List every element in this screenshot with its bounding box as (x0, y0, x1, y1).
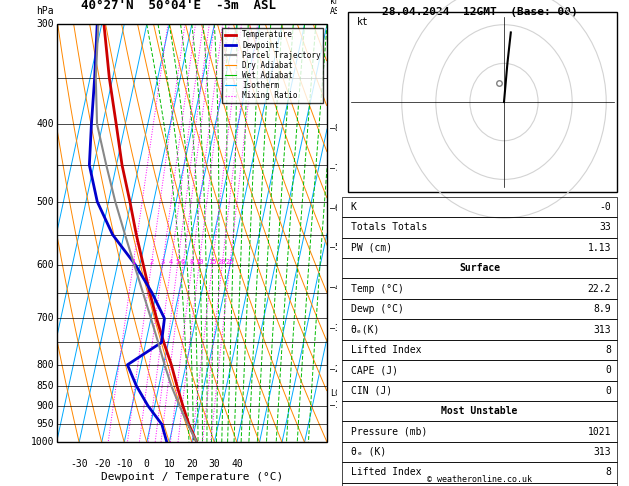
Text: 800: 800 (36, 360, 54, 370)
Text: -0: -0 (599, 202, 611, 212)
Bar (342, 421, 617, 442)
Text: 3: 3 (160, 259, 165, 265)
Text: 8: 8 (190, 259, 194, 265)
Text: Lifted Index: Lifted Index (351, 468, 421, 477)
Text: 22.2: 22.2 (587, 284, 611, 294)
Text: 1021: 1021 (587, 427, 611, 436)
Text: 300: 300 (36, 19, 54, 29)
Text: Most Unstable: Most Unstable (442, 406, 518, 416)
Text: 313: 313 (594, 447, 611, 457)
Bar (342, 217, 617, 238)
Text: 6: 6 (181, 259, 185, 265)
Text: 0: 0 (144, 459, 150, 469)
Text: 28.04.2024  12GMT  (Base: 00): 28.04.2024 12GMT (Base: 00) (382, 7, 577, 17)
Text: –4: –4 (330, 283, 340, 292)
Text: –1: –1 (330, 401, 340, 410)
Text: –3: –3 (330, 324, 340, 333)
Text: 20: 20 (218, 259, 226, 265)
Bar (342, 442, 617, 462)
Text: 700: 700 (36, 313, 54, 324)
Bar (342, 462, 617, 483)
Text: CIN (J): CIN (J) (351, 386, 392, 396)
Bar (342, 360, 617, 381)
Text: 313: 313 (594, 325, 611, 334)
Text: 400: 400 (36, 119, 54, 129)
Text: K: K (351, 202, 357, 212)
Text: Lifted Index: Lifted Index (351, 345, 421, 355)
Bar (342, 381, 617, 401)
Text: –5: –5 (330, 243, 340, 252)
Text: -10: -10 (115, 459, 133, 469)
Text: 10: 10 (164, 459, 175, 469)
Text: 1.13: 1.13 (587, 243, 611, 253)
Bar (342, 299, 617, 319)
Text: © weatheronline.co.uk: © weatheronline.co.uk (427, 474, 532, 484)
Text: 20: 20 (186, 459, 198, 469)
Text: θₑ (K): θₑ (K) (351, 447, 386, 457)
Text: 25: 25 (226, 259, 234, 265)
Text: 900: 900 (36, 400, 54, 411)
Text: kt: kt (357, 17, 369, 27)
Text: –6: –6 (330, 204, 340, 213)
Text: 4: 4 (169, 259, 173, 265)
Text: CAPE (J): CAPE (J) (351, 365, 398, 375)
Text: Surface: Surface (459, 263, 500, 273)
Text: Dewpoint / Temperature (°C): Dewpoint / Temperature (°C) (101, 471, 283, 482)
Text: 30: 30 (208, 459, 220, 469)
Bar (342, 197, 617, 217)
Text: 2: 2 (149, 259, 153, 265)
Text: LCL: LCL (330, 389, 345, 399)
Text: 950: 950 (36, 419, 54, 430)
Text: -20: -20 (93, 459, 111, 469)
Text: 850: 850 (36, 381, 54, 391)
Text: θₑ(K): θₑ(K) (351, 325, 380, 334)
Text: 5: 5 (175, 259, 180, 265)
Bar (342, 319, 617, 340)
Text: 40: 40 (231, 459, 243, 469)
Text: hPa: hPa (36, 6, 54, 16)
Text: PW (cm): PW (cm) (351, 243, 392, 253)
Text: km
ASL: km ASL (330, 0, 345, 16)
Text: 8: 8 (605, 345, 611, 355)
Text: –7: –7 (330, 164, 340, 174)
Bar (342, 401, 617, 421)
Text: Temp (°C): Temp (°C) (351, 284, 404, 294)
Bar (342, 483, 617, 486)
Bar (348, 12, 617, 192)
Text: –8: –8 (330, 124, 340, 133)
Text: Dewp (°C): Dewp (°C) (351, 304, 404, 314)
Text: 10: 10 (195, 259, 203, 265)
Bar (342, 278, 617, 299)
Text: 0: 0 (605, 365, 611, 375)
Text: 8: 8 (605, 468, 611, 477)
Bar (342, 238, 617, 258)
Text: 33: 33 (599, 223, 611, 232)
Text: 1000: 1000 (30, 437, 54, 447)
Text: 0: 0 (605, 386, 611, 396)
Text: Pressure (mb): Pressure (mb) (351, 427, 427, 436)
Text: 500: 500 (36, 197, 54, 207)
Bar (342, 258, 617, 278)
Text: -30: -30 (70, 459, 88, 469)
Text: 40°27'N  50°04'E  -3m  ASL: 40°27'N 50°04'E -3m ASL (81, 0, 276, 12)
Legend: Temperature, Dewpoint, Parcel Trajectory, Dry Adiabat, Wet Adiabat, Isotherm, Mi: Temperature, Dewpoint, Parcel Trajectory… (223, 28, 323, 103)
Text: 8.9: 8.9 (594, 304, 611, 314)
Bar (342, 340, 617, 360)
Text: 15: 15 (208, 259, 216, 265)
Text: Totals Totals: Totals Totals (351, 223, 427, 232)
Text: 600: 600 (36, 260, 54, 270)
Text: –2: –2 (330, 364, 340, 374)
Text: 1: 1 (131, 259, 135, 265)
